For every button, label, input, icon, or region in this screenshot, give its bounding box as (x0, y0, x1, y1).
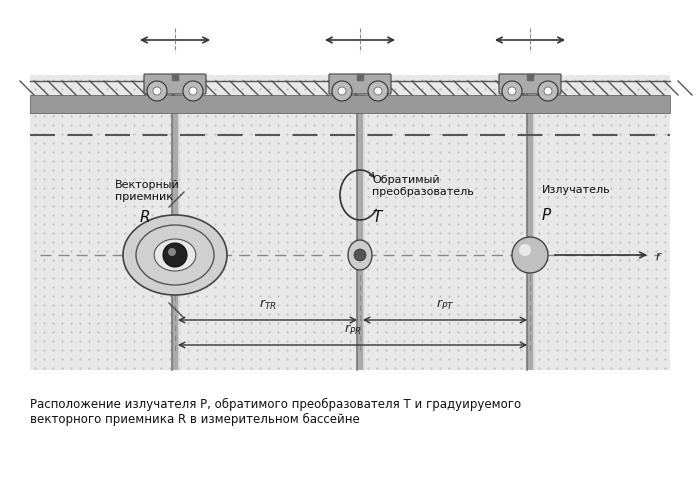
Circle shape (512, 237, 548, 273)
Circle shape (338, 87, 346, 95)
Circle shape (502, 81, 522, 101)
Bar (30, 95, 670, 113)
Circle shape (183, 81, 203, 101)
Text: $r_{PT}$: $r_{PT}$ (436, 298, 454, 312)
Text: T: T (372, 210, 382, 225)
Circle shape (354, 249, 366, 261)
Circle shape (374, 87, 382, 95)
Text: $r_{TR}$: $r_{TR}$ (258, 298, 276, 312)
Circle shape (153, 87, 161, 95)
Circle shape (168, 248, 176, 256)
Circle shape (538, 81, 558, 101)
Circle shape (508, 87, 516, 95)
Ellipse shape (123, 215, 227, 295)
Circle shape (519, 244, 531, 256)
Bar (526, 95, 533, 370)
Text: $r$: $r$ (655, 250, 663, 263)
Bar (356, 95, 363, 370)
Text: P: P (542, 208, 552, 223)
Circle shape (163, 243, 187, 267)
Ellipse shape (348, 240, 372, 270)
FancyBboxPatch shape (144, 74, 206, 94)
Bar (172, 95, 178, 370)
Text: Обратимый
преобразователь: Обратимый преобразователь (372, 175, 474, 196)
Circle shape (147, 81, 167, 101)
Circle shape (544, 87, 552, 95)
Text: R: R (140, 210, 150, 225)
Circle shape (368, 81, 388, 101)
Text: Излучатель: Излучатель (542, 185, 610, 195)
Text: Расположение излучателя P, обратимого преобразователя T и градуируемого
векторно: Расположение излучателя P, обратимого пр… (30, 398, 521, 426)
Text: $r_{PR}$: $r_{PR}$ (344, 323, 361, 337)
FancyBboxPatch shape (499, 74, 561, 94)
Circle shape (189, 87, 197, 95)
FancyBboxPatch shape (329, 74, 391, 94)
Ellipse shape (154, 239, 196, 271)
Circle shape (332, 81, 352, 101)
Bar (30, 75, 670, 370)
Text: Векторный
приемник: Векторный приемник (115, 180, 180, 202)
